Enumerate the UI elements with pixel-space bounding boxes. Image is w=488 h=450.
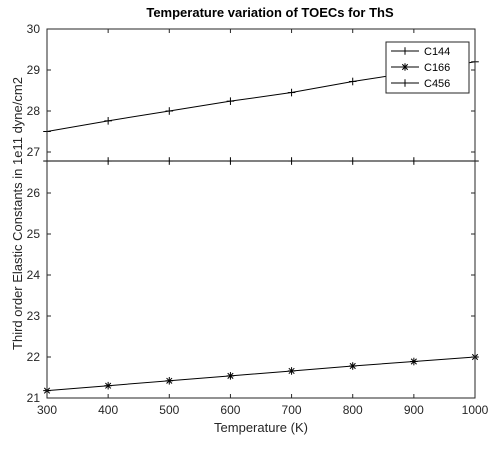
- marker-stroke-d2: [410, 358, 417, 365]
- data-point-c166: [410, 357, 418, 366]
- legend-label: C456: [424, 78, 450, 90]
- data-point-c456: [226, 157, 235, 165]
- legend-marker: [401, 63, 409, 71]
- data-point-c456: [104, 157, 112, 165]
- data-point-c456: [348, 157, 357, 165]
- x-tick-label: 500: [159, 403, 179, 417]
- y-tick-label: 26: [27, 186, 41, 200]
- data-point-c456: [287, 157, 296, 165]
- y-axis-label: Third order Elastic Constants in 1e11 dy…: [10, 77, 25, 350]
- data-point-c144: [226, 97, 235, 105]
- x-tick-label: 300: [37, 403, 57, 417]
- data-point-c166: [165, 376, 174, 385]
- marker-stroke-d2: [288, 367, 295, 375]
- legend-label: C144: [424, 46, 450, 58]
- chart-title: Temperature variation of TOECs for ThS: [146, 5, 394, 20]
- series-line-c166: [46, 356, 476, 392]
- legend-marker: [401, 47, 409, 55]
- y-tick-label: 22: [27, 350, 41, 364]
- data-point-c144: [104, 117, 112, 125]
- marker-stroke-d2: [227, 372, 234, 379]
- axes-box: [46, 28, 476, 399]
- marker-stroke-d2: [349, 362, 356, 370]
- marker-stroke-d2: [401, 63, 409, 71]
- axes-layer: 300 400 500 600 700 800 900 1000 21 22 23 24 25 26 27 2…: [27, 22, 488, 417]
- legend-entry-c456: C456: [391, 78, 450, 90]
- x-tick-label: 900: [404, 403, 424, 417]
- legend-entry-c144: C144: [391, 46, 450, 58]
- legend: C144 C166 C456: [385, 41, 470, 94]
- data-point-c456: [410, 157, 418, 165]
- data-point-c166: [348, 362, 357, 370]
- y-tick-label: 29: [27, 63, 41, 77]
- data-point-c144: [287, 88, 296, 97]
- y-tick-label: 21: [27, 391, 41, 405]
- x-tick-label: 700: [282, 403, 302, 417]
- data-point-c144: [165, 107, 174, 115]
- data-point-c166: [226, 372, 235, 380]
- x-tick-label: 400: [98, 403, 118, 417]
- y-tick-label: 27: [27, 145, 41, 159]
- x-tick-label: 600: [220, 403, 240, 417]
- x-axis-label: Temperature (K): [214, 420, 308, 435]
- data-point-c166: [287, 367, 296, 375]
- data-point-c456: [165, 157, 174, 165]
- marker-stroke-d2: [166, 377, 173, 384]
- y-tick-label: 25: [27, 227, 41, 241]
- marker-stroke-d2: [105, 382, 112, 389]
- legend-entry-c166: C166: [391, 62, 450, 74]
- x-tick-label: 1000: [462, 403, 488, 417]
- data-point-c166: [104, 381, 112, 390]
- x-tick-label: 800: [343, 403, 363, 417]
- y-tick-label: 24: [27, 268, 41, 282]
- y-tick-label: 23: [27, 309, 41, 323]
- y-tick-label: 28: [27, 104, 41, 118]
- data-point-c144: [348, 77, 357, 86]
- legend-label: C166: [424, 62, 450, 74]
- y-tick-label: 30: [27, 22, 41, 36]
- legend-marker: [401, 79, 409, 87]
